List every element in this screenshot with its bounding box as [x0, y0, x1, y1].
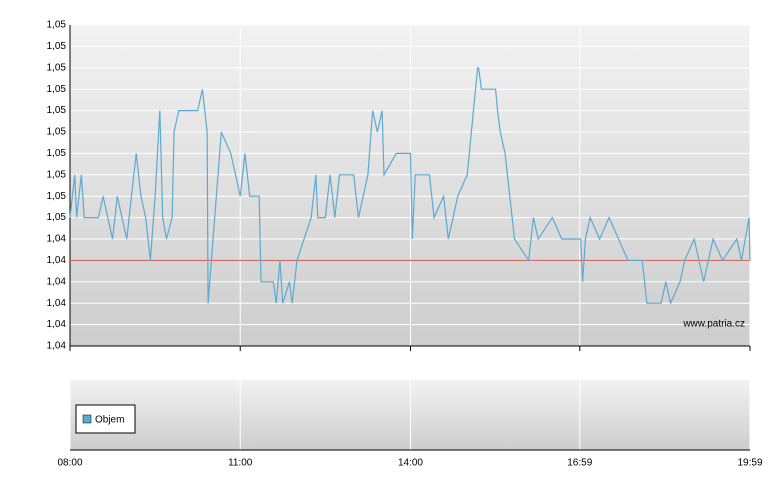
x-tick-label: 11:00: [228, 458, 253, 469]
y-tick-label: 1,05: [47, 62, 67, 73]
y-tick-label: 1,05: [47, 169, 67, 180]
y-tick-label: 1,04: [47, 341, 67, 352]
y-tick-label: 1,05: [47, 105, 67, 116]
y-tick-label: 1,04: [47, 255, 67, 266]
price-line: [69, 67, 751, 306]
legend-swatch: [82, 414, 92, 424]
y-tick-label: 1,05: [47, 212, 67, 223]
x-tick-label: 16:59: [567, 458, 592, 469]
watermark: www.patria.cz: [682, 319, 745, 330]
y-tick-label: 1,05: [47, 84, 67, 95]
x-tick-label: 08:00: [57, 458, 82, 469]
legend-label: Objem: [95, 415, 124, 426]
y-tick-label: 1,05: [47, 20, 67, 31]
y-tick-label: 1,05: [47, 127, 67, 138]
y-tick-label: 1,05: [47, 41, 67, 52]
y-tick-label: 1,04: [47, 234, 67, 245]
y-tick-label: 1,04: [47, 276, 67, 287]
x-tick-label: 14:00: [398, 458, 423, 469]
x-tick-label: 19:59: [737, 458, 762, 469]
y-tick-label: 1,04: [47, 298, 67, 309]
y-tick-label: 1,05: [47, 148, 67, 159]
y-tick-label: 1,04: [47, 319, 67, 330]
y-tick-label: 1,05: [47, 191, 67, 202]
